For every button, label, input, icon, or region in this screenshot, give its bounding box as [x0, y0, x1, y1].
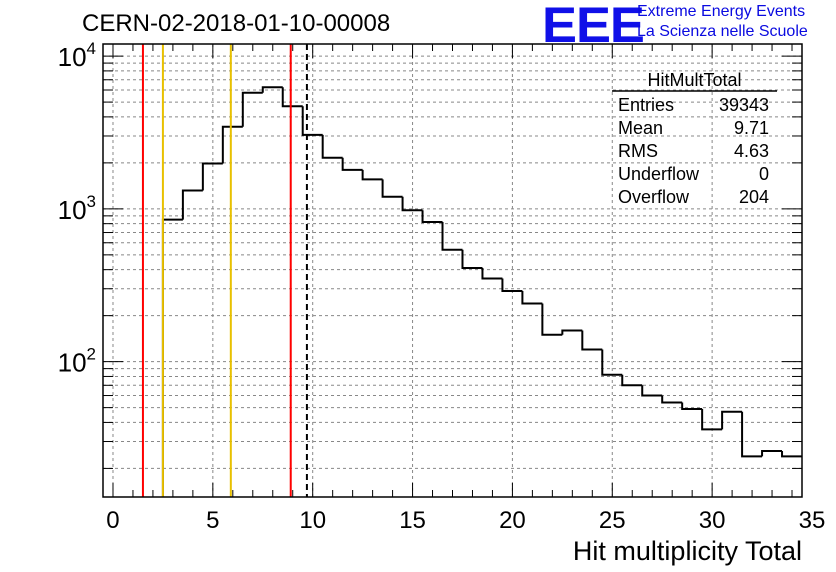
x-axis-label: Hit multiplicity Total — [573, 536, 802, 566]
histogram-bin — [781, 451, 802, 458]
stats-value: 9.71 — [734, 118, 769, 138]
histogram-bin — [281, 87, 303, 108]
histogram-bin — [241, 91, 263, 127]
org-name-line1: Extreme Energy Events — [637, 3, 806, 20]
plot-frame — [102, 43, 803, 498]
histogram-bin — [221, 125, 243, 164]
plot-title: CERN-02-2018-01-10-00008 — [82, 10, 391, 37]
histogram-bin — [321, 134, 343, 159]
x-tick-label: 20 — [499, 507, 526, 534]
stats-value: 0 — [759, 164, 769, 184]
histogram-bins — [161, 86, 802, 497]
histogram-bin — [501, 278, 523, 292]
histogram-bin — [681, 402, 703, 410]
stats-label: RMS — [618, 141, 658, 161]
histogram-bin — [421, 210, 443, 224]
stats-value: 204 — [739, 187, 769, 207]
histogram-bin — [161, 218, 183, 497]
x-tick-label: 15 — [399, 507, 426, 534]
stats-label: Underflow — [618, 164, 700, 184]
histogram-bin — [181, 189, 203, 220]
x-tick-label: 30 — [699, 507, 726, 534]
histogram-bin — [601, 349, 623, 376]
histogram-bin — [381, 179, 403, 198]
x-tick-label: 5 — [206, 507, 219, 534]
histogram-bin — [661, 395, 683, 404]
stats-value: 4.63 — [734, 141, 769, 161]
histogram-bin — [361, 169, 383, 181]
x-tick-label: 35 — [799, 507, 826, 534]
histogram-bin — [461, 249, 483, 270]
histogram-bin — [521, 290, 543, 305]
stats-box: HitMultTotal Entries 39343 Mean 9.71 RMS 4.63 U… — [612, 70, 777, 207]
histogram-bin — [401, 196, 423, 212]
stats-label: Entries — [618, 95, 674, 115]
axes: 0 5 10 15 20 25 30 35 102 103 104 — [58, 39, 826, 534]
histogram-bin — [441, 222, 463, 251]
histogram-bin — [201, 162, 223, 191]
histogram-bin — [741, 411, 763, 458]
histogram-bin — [481, 268, 503, 280]
eee-logo: EEE — [542, 0, 645, 53]
histogram-bin — [581, 330, 603, 351]
histogram-bin — [261, 86, 283, 93]
histogram-bin — [541, 303, 563, 336]
y-tick-label: 104 — [58, 39, 96, 72]
stats-value: 39343 — [719, 95, 769, 115]
x-tick-label: 25 — [599, 507, 626, 534]
org-name-line2: La Scienza nelle Scuole — [637, 23, 808, 40]
histogram-bin — [341, 157, 363, 171]
y-tick-label: 102 — [58, 345, 96, 378]
histogram-bin — [301, 106, 323, 136]
x-tick-label: 10 — [299, 507, 326, 534]
histogram-bin — [761, 450, 783, 457]
stats-title: HitMultTotal — [647, 70, 741, 90]
cut-lines — [141, 44, 308, 497]
x-tick-label: 0 — [106, 507, 119, 534]
histogram-bin — [621, 374, 643, 387]
histogram-bin — [641, 385, 663, 397]
histogram-bin — [721, 410, 743, 430]
histogram-bin — [561, 329, 583, 335]
grid-lines — [103, 44, 802, 497]
stats-label: Overflow — [618, 187, 690, 207]
stats-label: Mean — [618, 118, 663, 138]
histogram-bin — [701, 408, 723, 431]
y-tick-label: 103 — [58, 192, 96, 225]
